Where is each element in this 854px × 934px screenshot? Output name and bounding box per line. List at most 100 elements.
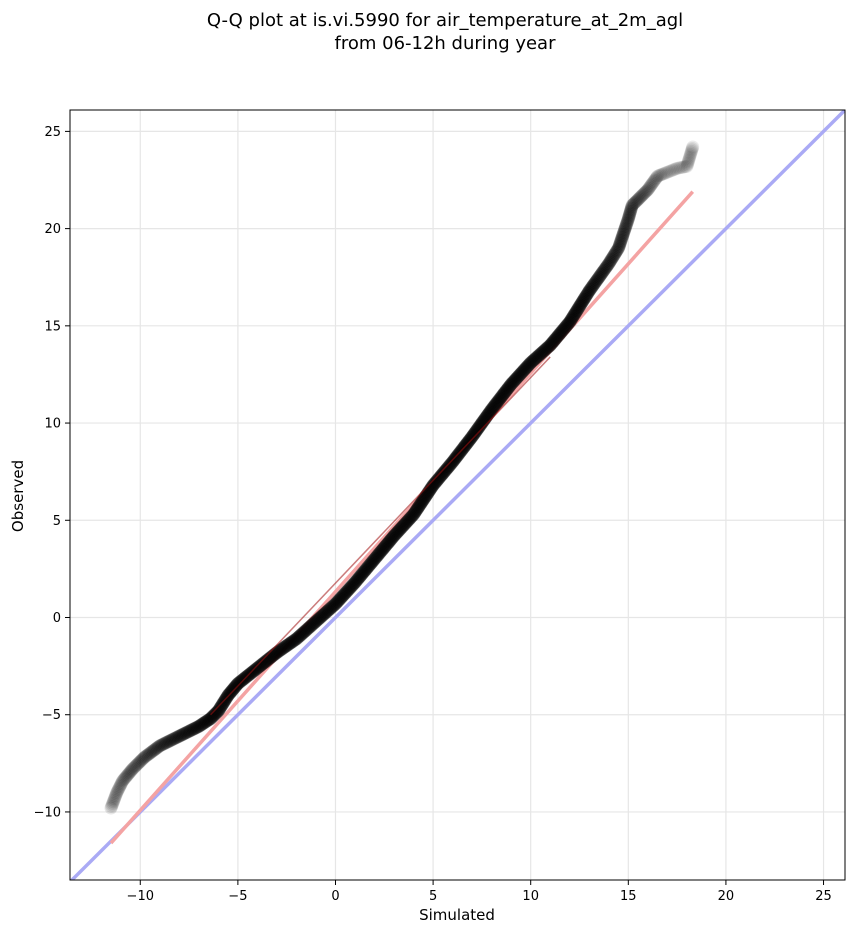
qq-point [178,726,192,740]
qq-point [333,592,347,606]
qq-point [619,220,633,234]
qq-point [433,470,447,484]
qq-point [319,606,333,620]
qq-point [357,564,371,578]
qq-point [427,477,441,491]
qq-point [349,574,363,588]
qq-point [609,245,623,259]
qq-point [365,555,379,569]
qq-point [587,277,601,291]
qq-point [336,589,350,603]
qq-point [274,643,288,657]
qq-point [384,533,398,547]
qq-point [512,369,526,383]
qq-point [490,396,504,410]
qq-point [549,331,563,345]
qq-point [654,168,668,182]
qq-point [623,204,637,218]
qq-point [504,377,518,391]
qq-point [580,288,594,302]
qq-point [599,261,613,275]
qq-point [163,734,177,748]
qq-point [354,568,368,582]
qq-point [325,600,339,614]
qq-point [617,224,631,238]
qq-point [529,351,543,365]
qq-point [255,657,269,671]
qq-point [311,612,325,626]
qq-point [530,350,544,364]
qq-point [179,726,193,740]
qq-point [136,752,150,766]
qq-point [620,216,634,230]
qq-point [338,586,352,600]
qq-point [379,539,393,553]
qq-point [434,468,448,482]
qq-point [563,315,577,329]
qq-point [400,515,414,529]
qq-point [254,658,268,672]
qq-point [567,308,581,322]
qq-point [615,230,629,244]
qq-point [685,141,699,155]
qq-point [189,721,203,735]
qq-point [684,146,698,160]
qq-point [507,374,521,388]
qq-point [540,342,554,356]
qq-point [461,435,475,449]
qq-point [562,316,576,330]
qq-point [131,756,145,770]
qq-point [572,301,586,315]
qq-point [481,408,495,422]
qq-point [594,268,608,281]
qq-point [125,762,139,776]
qq-point [305,618,319,632]
qq-point [444,457,458,471]
qq-point [232,676,246,690]
qq-point [298,624,312,638]
qq-point [150,741,164,755]
qq-point [112,781,126,795]
qq-point [318,607,332,621]
qq-point [575,295,589,309]
qq-point [170,731,184,744]
qq-point [624,203,638,217]
qq-point [261,652,275,666]
qq-point [470,423,484,437]
qq-point [672,161,686,175]
qq-point [383,534,397,548]
qq-point [345,579,359,593]
qq-point [502,380,516,394]
qq-point [148,743,162,757]
qq-point [517,363,531,377]
qq-point [134,754,148,768]
qq-point [332,593,346,607]
qq-point [111,784,125,798]
qq-point [149,742,163,756]
x-tick-label: −10 [127,889,154,904]
qq-point [259,654,273,668]
qq-point [525,355,539,369]
qq-point [467,427,481,441]
qq-point [200,714,214,728]
qq-point [363,557,377,571]
qq-point [211,704,225,718]
qq-point [620,215,634,229]
qq-point [545,336,559,350]
qq-point [289,632,303,646]
qq-point [185,723,199,737]
qq-point [181,725,195,739]
qq-point [396,519,410,533]
qq-point [535,346,549,360]
qq-point [411,501,425,515]
qq-point [531,349,545,363]
qq-point [116,774,130,788]
qq-point [168,731,182,745]
qq-point [636,187,650,201]
qq-point [515,365,529,379]
qq-point [386,530,400,544]
qq-point [416,493,430,507]
qq-point [581,285,595,299]
qq-point [556,324,570,338]
qq-point [518,362,532,376]
